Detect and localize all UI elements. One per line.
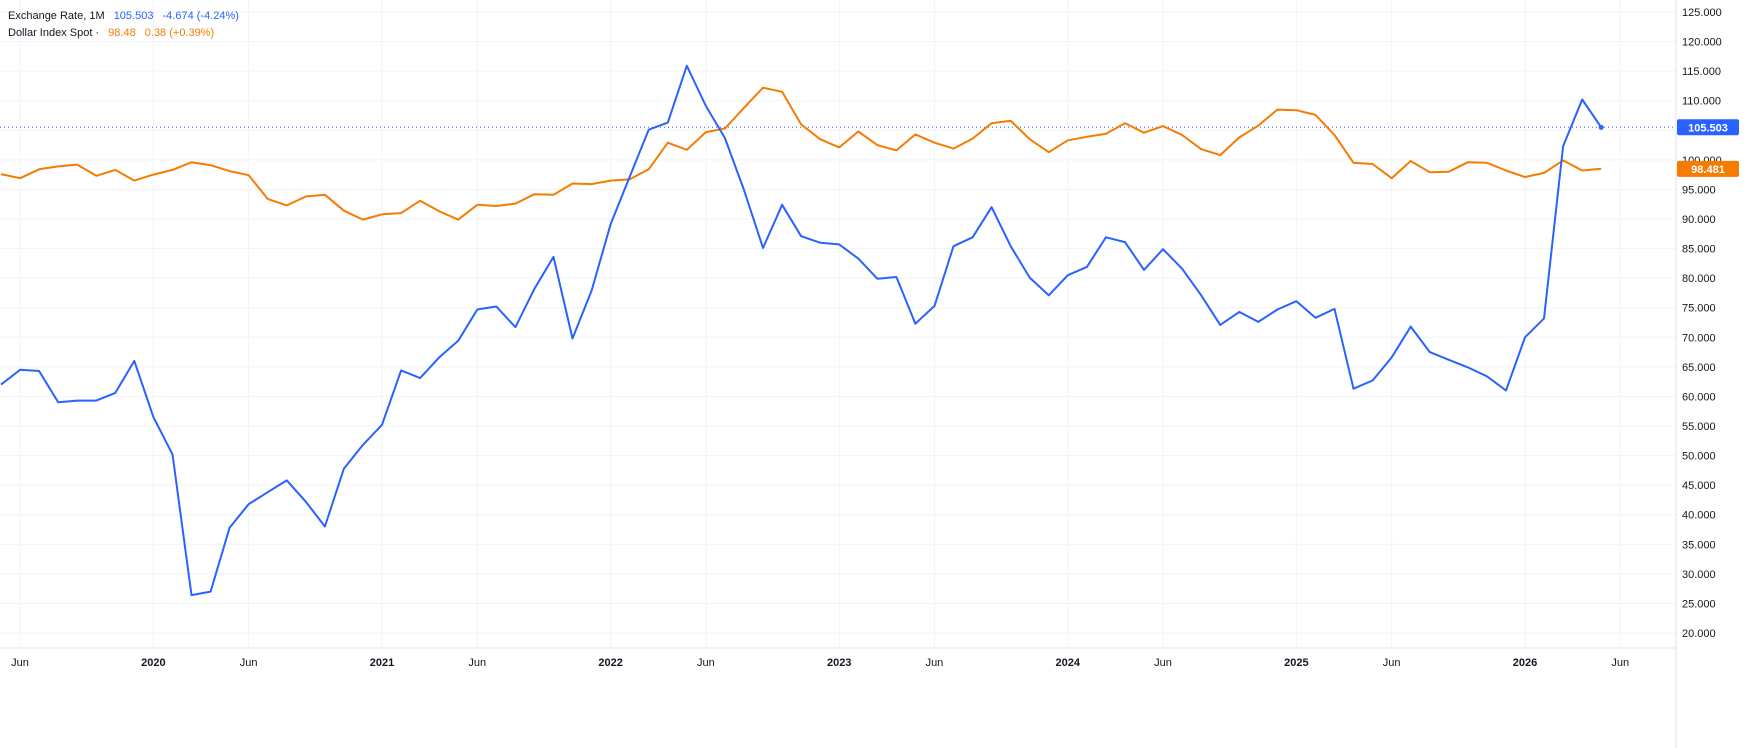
last-value-badge-text: 98.481	[1691, 164, 1725, 176]
y-tick-label: 45.000	[1682, 480, 1716, 492]
y-tick-label: 65.000	[1682, 362, 1716, 374]
x-tick-label: Jun	[1383, 657, 1401, 669]
x-tick-label: 2023	[827, 657, 851, 669]
x-tick-label: Jun	[697, 657, 715, 669]
y-tick-label: 50.000	[1682, 451, 1716, 463]
x-tick-label: Jun	[240, 657, 258, 669]
legend-series-value: 105.503	[113, 10, 154, 22]
y-tick-label: 35.000	[1682, 539, 1716, 551]
legend-series-value: 98.48	[108, 27, 136, 39]
y-tick-label: 90.000	[1682, 214, 1716, 226]
y-tick-label: 55.000	[1682, 421, 1716, 433]
y-tick-label: 95.000	[1682, 184, 1716, 196]
y-tick-label: 40.000	[1682, 510, 1716, 522]
y-tick-label: 110.000	[1682, 96, 1721, 108]
y-tick-label: 75.000	[1682, 303, 1716, 315]
series-line-exchange-rate	[0, 64, 1603, 597]
y-tick-label: 125.000	[1682, 7, 1722, 19]
x-tick-label: 2026	[1513, 657, 1537, 669]
legend-series-name: Exchange Rate, 1M	[8, 10, 105, 22]
grid-layer	[0, 0, 1676, 648]
series-line-dollar-index	[0, 86, 1602, 221]
series-layer	[0, 64, 1676, 597]
y-tick-label: 120.000	[1682, 37, 1722, 49]
y-tick-label: 60.000	[1682, 391, 1716, 403]
y-tick-label: 30.000	[1682, 569, 1716, 581]
y-tick-label: 115.000	[1682, 66, 1721, 78]
legend-row-dollar-index[interactable]: Dollar Index Spot · 98.48 0.38 (+0.39%)	[8, 25, 239, 42]
x-tick-label: Jun	[1154, 657, 1172, 669]
y-tick-label: 20.000	[1682, 628, 1716, 640]
legend: Exchange Rate, 1M 105.503 -4.674 (-4.24%…	[8, 8, 239, 42]
x-tick-label: 2022	[598, 657, 622, 669]
last-value-badge-text: 105.503	[1688, 122, 1728, 134]
y-tick-label: 25.000	[1682, 598, 1716, 610]
label-layer: 105.503 98.481	[1677, 119, 1739, 177]
legend-row-exchange-rate[interactable]: Exchange Rate, 1M 105.503 -4.674 (-4.24%…	[8, 8, 239, 25]
y-tick-label: 70.000	[1682, 332, 1716, 344]
x-tick-label: Jun	[1611, 657, 1629, 669]
y-tick-label: 80.000	[1682, 273, 1716, 285]
legend-series-change: 0.38 (+0.39%)	[144, 27, 215, 39]
legend-series-change: -4.674 (-4.24%)	[162, 10, 239, 22]
x-tick-label: 2020	[141, 657, 165, 669]
y-tick-label: 85.000	[1682, 244, 1716, 256]
x-tick-label: Jun	[468, 657, 486, 669]
x-tick-label: 2024	[1056, 657, 1081, 669]
x-tick-label: 2025	[1284, 657, 1308, 669]
last-value-badge-dollar-index	[1677, 160, 1739, 177]
x-tick-label: 2021	[370, 657, 394, 669]
x-tick-label: Jun	[11, 657, 29, 669]
legend-series-name: Dollar Index Spot ·	[8, 27, 100, 39]
x-tick-label: Jun	[926, 657, 944, 669]
last-value-badge-exchange-rate	[1677, 119, 1739, 136]
last-point-marker	[1598, 124, 1604, 130]
